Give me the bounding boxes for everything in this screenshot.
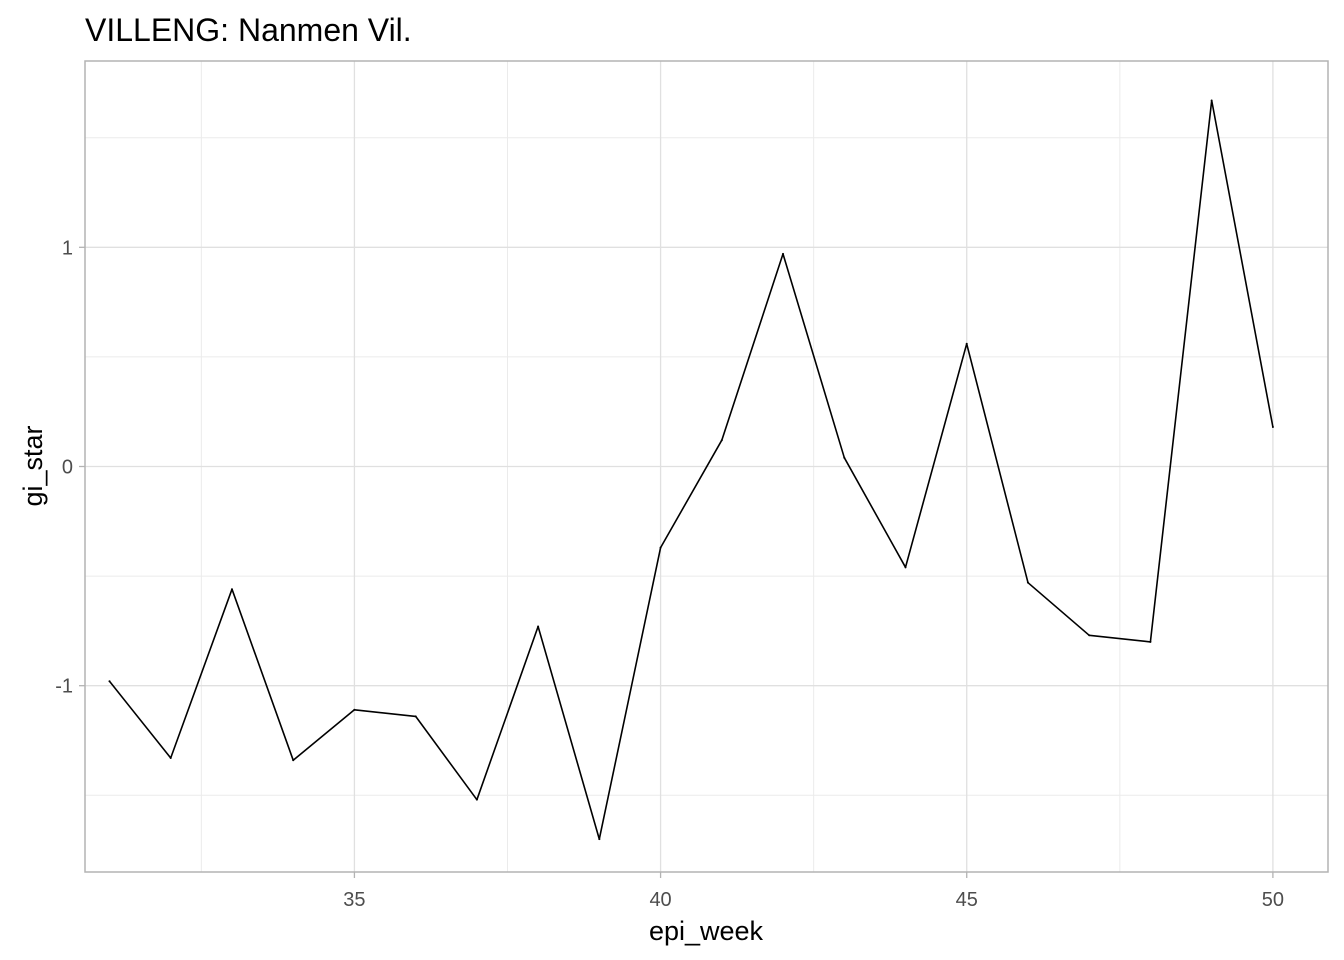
x-tick-label: 50: [1262, 889, 1284, 911]
data-point: [1271, 426, 1274, 429]
data-point: [1088, 634, 1091, 637]
data-point: [108, 680, 111, 683]
data-point: [659, 546, 662, 549]
chart-title: VILLENG: Nanmen Vil.: [85, 12, 412, 48]
data-point: [1210, 99, 1213, 102]
data-point: [414, 715, 417, 718]
data-point: [537, 625, 540, 628]
x-axis-ticks: 35 40 45 50: [343, 872, 1284, 911]
data-point: [169, 757, 172, 760]
y-tick-label: 0: [62, 457, 73, 479]
y-tick-label: -1: [55, 676, 73, 698]
data-point: [1026, 581, 1029, 584]
data-point: [720, 439, 723, 442]
series-line: [108, 99, 1274, 840]
x-tick-label: 40: [649, 889, 671, 911]
data-point: [292, 759, 295, 762]
data-point: [965, 342, 968, 345]
data-point: [598, 838, 601, 841]
data-point: [782, 252, 785, 255]
y-axis-ticks: -1 0 1: [55, 237, 85, 698]
y-tick-label: 1: [62, 237, 73, 259]
data-point: [230, 588, 233, 591]
y-axis-title: gi_star: [18, 425, 48, 506]
data-point: [353, 708, 356, 711]
x-tick-label: 35: [343, 889, 365, 911]
data-point: [475, 798, 478, 801]
x-axis-title: epi_week: [649, 916, 764, 946]
data-points: [108, 99, 1274, 841]
data-point: [904, 566, 907, 569]
x-tick-label: 45: [956, 889, 978, 911]
data-point: [1149, 640, 1152, 643]
data-point: [843, 456, 846, 459]
